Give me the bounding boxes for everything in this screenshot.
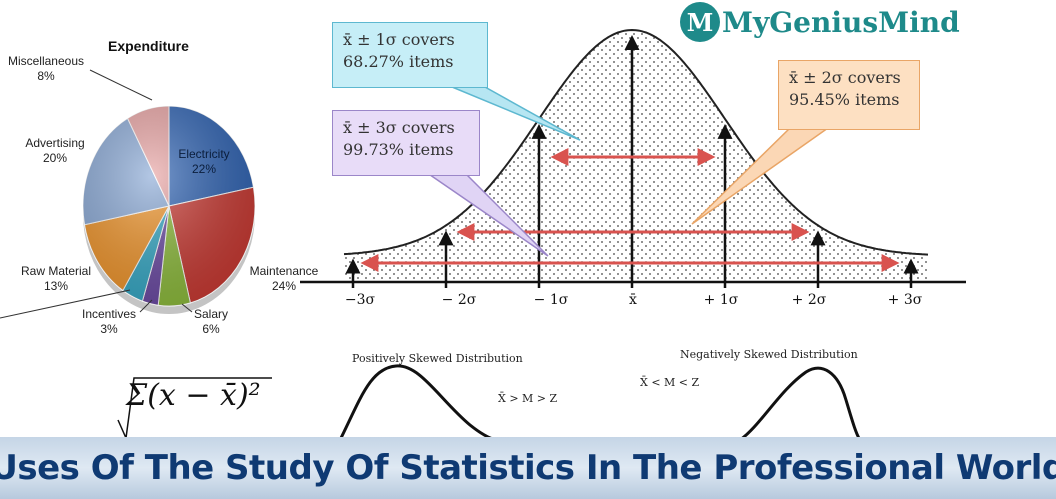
negative-skew-relation: X̄ < M < Z <box>640 376 700 389</box>
bell-curve <box>343 28 929 256</box>
axis-label-minus-2-sigma: − 2σ <box>441 292 477 308</box>
two-sigma-callout: x̄ ± 2σ covers 95.45% items <box>778 60 920 130</box>
axis-label-minus-3-sigma: −3σ <box>344 292 376 308</box>
site-logo[interactable]: M MyGeniusMind <box>680 2 960 42</box>
axis-label-plus-2-sigma: + 2σ <box>791 292 827 308</box>
one-sigma-callout: x̄ ± 1σ covers 68.27% items <box>332 22 488 88</box>
pie-label-salary: Salary 6% <box>193 307 228 336</box>
logo-badge-icon: M <box>680 2 720 42</box>
leader-line-incentives <box>139 299 153 313</box>
leader-line-unlabeled <box>0 289 131 319</box>
axis-label-minus-1-sigma: − 1σ <box>533 292 569 308</box>
leader-line-salary <box>181 303 193 313</box>
negative-skew-title: Negatively Skewed Distribution <box>680 348 858 361</box>
axis-label-plus-3-sigma: + 3σ <box>887 292 923 308</box>
three-sigma-callout: x̄ ± 3σ covers 99.73% items <box>332 110 480 176</box>
pie-label-raw-material: Raw Material 13% <box>20 264 92 293</box>
axis-label-plus-1-sigma: + 1σ <box>703 292 739 308</box>
one-sigma-callout-line2: 68.27% items <box>343 52 454 71</box>
three-sigma-callout-line2: 99.73% items <box>343 140 454 159</box>
two-sigma-callout-line1: x̄ ± 2σ covers <box>789 68 901 87</box>
banner-title: Uses Of The Study Of Statistics In The P… <box>0 448 1056 488</box>
normal-distribution-diagram <box>300 28 966 288</box>
pie-label-incentives: Incentives 3% <box>81 307 137 336</box>
positive-skew-relation: X̄ > M > Z <box>498 392 558 405</box>
square-root-sign <box>117 377 272 440</box>
two-sigma-callout-line2: 95.45% items <box>789 90 900 109</box>
pie-label-electricity: Electricity 22% <box>178 147 230 176</box>
axis-label-mean: x̄ <box>629 292 637 308</box>
one-sigma-callout-line1: x̄ ± 1σ covers <box>343 30 455 49</box>
formula: Σ(x − x̄)² <box>126 378 261 413</box>
pie-label-maintenance: Maintenance 24% <box>249 264 319 293</box>
pie-label-advertising: Advertising 20% <box>25 136 85 165</box>
title-banner: Uses Of The Study Of Statistics In The P… <box>0 437 1056 499</box>
pie-chart-title: Expenditure <box>108 38 189 54</box>
pie-label-miscellaneous: Miscellaneous 8% <box>7 54 85 83</box>
skewed-distributions <box>117 364 862 440</box>
logo-text: MyGeniusMind <box>722 5 960 39</box>
positive-skew-curve <box>338 364 497 440</box>
negative-skew-curve <box>739 366 862 440</box>
positive-skew-title: Positively Skewed Distribution <box>352 352 523 365</box>
leader-line-miscellaneous <box>89 69 153 101</box>
three-sigma-callout-line1: x̄ ± 3σ covers <box>343 118 455 137</box>
